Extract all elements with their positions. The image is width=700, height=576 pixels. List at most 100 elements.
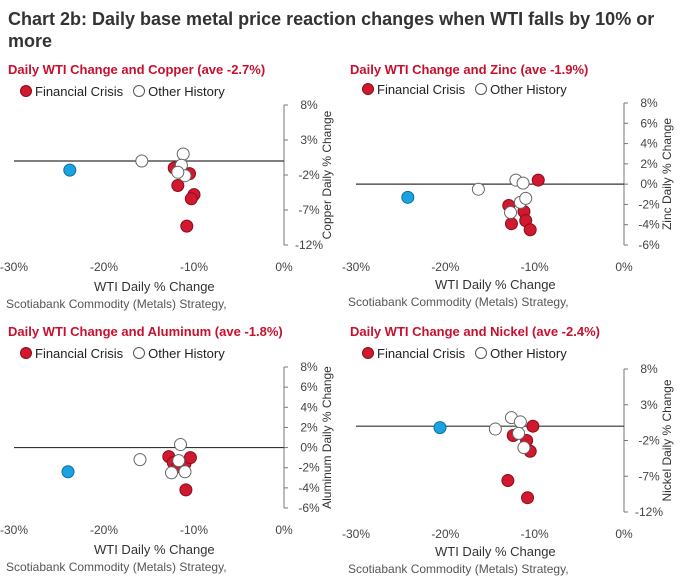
data-point-other-history <box>174 438 187 452</box>
panel-title: Daily WTI Change and Copper (ave -2.7%) <box>8 62 266 77</box>
y-tick-label: 8% <box>300 360 318 374</box>
y-tick-label: -7% <box>638 469 660 483</box>
x-tick-label: -10% <box>521 527 549 541</box>
data-point-financial-crisis <box>521 491 535 505</box>
data-point-other-history <box>517 441 531 455</box>
y-tick-label: -2% <box>298 461 320 475</box>
data-point-financial-crisis <box>171 179 185 192</box>
x-tick-label: 0% <box>275 523 293 537</box>
source-note: Scotiabank Commodity (Metals) Strategy, <box>348 562 569 576</box>
y-tick-label: 2% <box>640 157 658 171</box>
x-tick-label: -20% <box>90 260 118 274</box>
data-point-financial-crisis <box>526 419 540 433</box>
data-point-other-history <box>488 422 502 436</box>
y-tick-label: 0% <box>300 441 318 455</box>
y-tick-label: -4% <box>298 481 320 495</box>
data-point-other-history <box>172 454 186 468</box>
x-tick-label: -20% <box>431 260 459 274</box>
x-axis-label: WTI Daily % Change <box>94 279 215 294</box>
y-tick-label: -6% <box>298 501 320 515</box>
y-tick-label: 8% <box>640 96 658 110</box>
legend: Financial Crisis Other History <box>362 82 567 97</box>
legend: Financial Crisis Other History <box>20 346 225 361</box>
y-tick-label: -7% <box>298 203 320 217</box>
x-tick-label: -20% <box>431 527 459 541</box>
data-point-financial-crisis <box>180 219 194 233</box>
x-tick-label: -10% <box>180 260 208 274</box>
y-axis-label: Aluminum Daily % Change <box>320 366 334 509</box>
y-tick-label: 4% <box>640 137 658 151</box>
data-point-highlight <box>63 163 77 177</box>
legend-label-other-history: Other History <box>490 346 567 361</box>
y-tick-label: -12% <box>635 505 663 519</box>
data-point-other-history <box>165 466 178 480</box>
x-tick-label: 0% <box>275 260 293 274</box>
x-tick-label: 0% <box>615 527 633 541</box>
y-tick-label: -6% <box>638 238 660 252</box>
y-tick-label: -12% <box>295 238 323 252</box>
source-note: Scotiabank Commodity (Metals) Strategy, <box>6 297 227 311</box>
x-axis-label: WTI Daily % Change <box>94 542 215 557</box>
data-point-other-history <box>171 165 185 179</box>
data-point-other-history <box>504 206 518 220</box>
legend-marker-financial-crisis <box>20 347 32 359</box>
legend-marker-other-history <box>133 347 146 359</box>
x-tick-label: -30% <box>0 260 28 274</box>
data-point-highlight <box>433 421 447 435</box>
legend-label-financial-crisis: Financial Crisis <box>377 346 466 361</box>
x-tick-label: -30% <box>342 527 370 541</box>
legend-marker-other-history <box>133 85 146 97</box>
y-tick-label: 0% <box>640 177 658 191</box>
x-tick-label: -30% <box>342 260 370 274</box>
x-tick-label: -10% <box>521 260 549 274</box>
x-axis-label: WTI Daily % Change <box>435 544 556 559</box>
legend-marker-financial-crisis <box>362 83 374 95</box>
y-tick-label: -4% <box>638 218 660 232</box>
data-point-other-history <box>178 465 192 479</box>
data-point-other-history <box>512 426 526 440</box>
y-tick-label: 3% <box>640 398 658 412</box>
chart-main-title: Chart 2b: Daily base metal price reactio… <box>8 9 655 51</box>
legend-label-financial-crisis: Financial Crisis <box>377 82 466 97</box>
y-axis-label: Zinc Daily % Change <box>660 118 674 230</box>
data-point-financial-crisis <box>179 483 193 497</box>
y-tick-label: -2% <box>298 168 320 182</box>
source-note: Scotiabank Commodity (Metals) Strategy, <box>6 560 227 574</box>
data-point-other-history <box>471 182 485 196</box>
legend-marker-financial-crisis <box>362 347 374 359</box>
x-tick-label: -10% <box>180 523 208 537</box>
legend-label-other-history: Other History <box>148 346 225 361</box>
data-point-other-history <box>135 154 149 168</box>
x-axis-label: WTI Daily % Change <box>435 277 556 292</box>
data-point-highlight <box>401 190 415 204</box>
legend-label-other-history: Other History <box>148 84 225 99</box>
data-point-financial-crisis <box>523 223 537 237</box>
legend: Financial Crisis Other History <box>20 84 225 99</box>
x-tick-label: -30% <box>0 523 28 537</box>
y-tick-label: -2% <box>638 197 660 211</box>
data-point-other-history <box>519 191 533 205</box>
data-point-other-history <box>516 176 530 190</box>
data-point-other-history <box>133 453 147 467</box>
data-point-financial-crisis <box>531 173 545 187</box>
data-point-highlight <box>61 465 75 479</box>
legend-label-financial-crisis: Financial Crisis <box>35 346 124 361</box>
data-point-other-history <box>513 415 527 429</box>
legend: Financial Crisis Other History <box>362 346 567 361</box>
x-tick-label: -20% <box>90 523 118 537</box>
y-axis-label: Nickel Daily % Change <box>660 379 674 501</box>
legend-label-financial-crisis: Financial Crisis <box>35 84 124 99</box>
y-tick-label: 3% <box>300 133 318 147</box>
data-point-financial-crisis <box>501 474 515 488</box>
x-tick-label: 0% <box>615 260 633 274</box>
y-tick-label: 8% <box>300 98 318 112</box>
y-tick-label: 6% <box>640 116 658 130</box>
y-tick-label: 8% <box>640 362 658 376</box>
legend-marker-other-history <box>475 347 488 359</box>
y-tick-label: 4% <box>300 400 318 414</box>
data-point-financial-crisis <box>184 192 198 206</box>
